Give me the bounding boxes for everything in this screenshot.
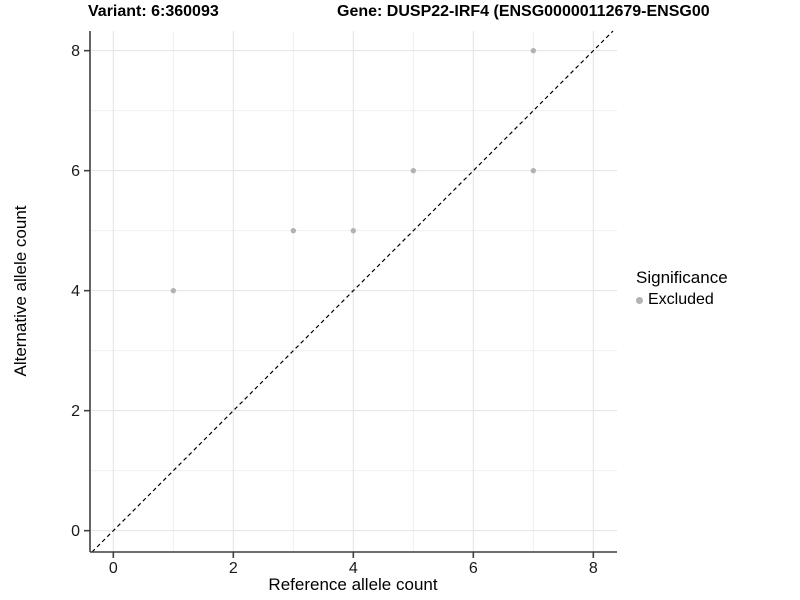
legend: Significance Excluded — [636, 268, 728, 309]
y-tick-label: 0 — [71, 523, 80, 540]
y-tick-label: 2 — [71, 403, 80, 420]
legend-title: Significance — [636, 268, 728, 287]
data-point — [530, 47, 537, 54]
x-tick-label: 6 — [469, 560, 478, 577]
data-point — [170, 287, 177, 294]
data-point — [410, 167, 417, 174]
legend-item-label: Excluded — [648, 291, 714, 308]
x-tick-label: 2 — [229, 560, 238, 577]
legend-item-excluded: Excluded — [636, 291, 728, 309]
x-axis-title: Reference allele count — [268, 575, 438, 594]
data-point — [350, 227, 357, 234]
y-tick-label: 8 — [71, 43, 80, 60]
legend-point-swatch-icon — [636, 296, 643, 304]
plot-title-variant: Variant: 6:360093 — [88, 3, 219, 20]
y-tick-label: 6 — [71, 163, 80, 180]
plot-title-gene: Gene: DUSP22-IRF4 (ENSG00000112679-ENSG0… — [337, 3, 710, 20]
data-point — [530, 167, 537, 174]
x-tick-label: 0 — [109, 560, 118, 577]
data-point — [290, 227, 297, 234]
y-axis-title: Alternative allele count — [11, 205, 30, 377]
x-tick-label: 8 — [589, 560, 598, 577]
y-tick-label: 4 — [71, 283, 80, 300]
identity-reference-line — [91, 30, 614, 553]
x-tick-label: 4 — [349, 560, 358, 577]
